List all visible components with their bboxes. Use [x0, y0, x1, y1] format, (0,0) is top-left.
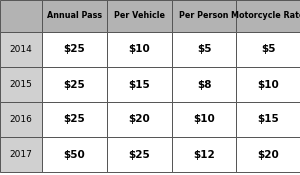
Text: $10: $10 — [257, 79, 279, 89]
Text: $25: $25 — [129, 149, 150, 159]
Text: 2017: 2017 — [10, 150, 32, 159]
Bar — [172, 32, 236, 67]
Bar — [0, 32, 42, 67]
Bar — [42, 137, 107, 172]
Bar — [236, 0, 300, 32]
Bar — [172, 67, 236, 102]
Text: 2016: 2016 — [10, 115, 32, 124]
Bar — [42, 32, 107, 67]
Text: $15: $15 — [129, 79, 150, 89]
Text: $20: $20 — [129, 114, 150, 124]
Bar — [0, 102, 42, 137]
Text: $15: $15 — [257, 114, 279, 124]
Bar — [172, 0, 236, 32]
Text: $25: $25 — [64, 114, 86, 124]
Text: $50: $50 — [64, 149, 86, 159]
Text: $25: $25 — [64, 79, 86, 89]
Text: $25: $25 — [64, 44, 86, 54]
Bar — [0, 137, 42, 172]
Bar — [236, 32, 300, 67]
Text: Annual Pass: Annual Pass — [47, 12, 102, 20]
Bar — [236, 67, 300, 102]
Bar — [107, 137, 172, 172]
Bar — [0, 67, 42, 102]
Text: Per Person: Per Person — [179, 12, 229, 20]
Text: $8: $8 — [197, 79, 211, 89]
Bar — [236, 137, 300, 172]
Text: 2015: 2015 — [10, 80, 32, 89]
Bar — [107, 67, 172, 102]
Text: $10: $10 — [129, 44, 150, 54]
Bar — [107, 0, 172, 32]
Bar — [42, 67, 107, 102]
Bar — [0, 0, 42, 32]
Text: Per Vehicle: Per Vehicle — [114, 12, 165, 20]
Text: $10: $10 — [193, 114, 215, 124]
Text: $5: $5 — [197, 44, 211, 54]
Bar — [42, 0, 107, 32]
Bar — [42, 102, 107, 137]
Text: 2014: 2014 — [10, 45, 32, 54]
Text: Motorcycle Rate: Motorcycle Rate — [231, 12, 300, 20]
Bar — [107, 32, 172, 67]
Text: $12: $12 — [193, 149, 215, 159]
Bar — [172, 102, 236, 137]
Bar — [172, 137, 236, 172]
Text: $5: $5 — [261, 44, 275, 54]
Bar — [236, 102, 300, 137]
Bar — [107, 102, 172, 137]
Text: $20: $20 — [257, 149, 279, 159]
